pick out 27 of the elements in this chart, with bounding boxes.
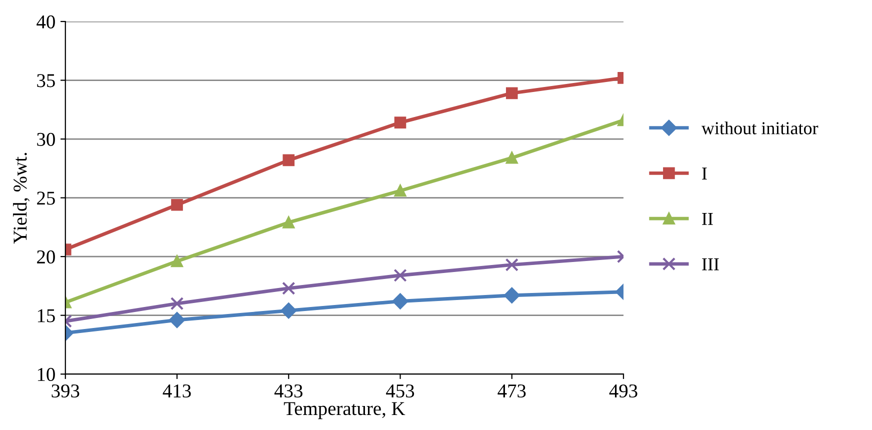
x-tick-label: 493 bbox=[609, 384, 638, 398]
y-tick-label: 25 bbox=[37, 192, 55, 205]
point bbox=[394, 116, 406, 128]
legend-label: III bbox=[702, 258, 719, 270]
x-tick-label: 433 bbox=[274, 384, 302, 398]
x-tick-label: 413 bbox=[162, 384, 191, 398]
x-tick-label: 453 bbox=[386, 384, 414, 398]
point bbox=[394, 268, 407, 282]
y-tick-label: 20 bbox=[37, 250, 55, 264]
y-tick-label: 10 bbox=[38, 368, 55, 382]
point bbox=[282, 216, 295, 228]
y-tick-label: 15 bbox=[38, 309, 55, 322]
x-tick-label: 473 bbox=[498, 384, 526, 398]
x-tick-label: 393 bbox=[52, 384, 80, 398]
y-tick-label: 40 bbox=[36, 15, 55, 28]
x-axis-title: Temperature, K bbox=[284, 402, 406, 420]
legend-label: I bbox=[702, 168, 707, 180]
legend-label: without initiator bbox=[701, 122, 818, 134]
point bbox=[282, 154, 295, 166]
y-axis-title: Yield, %wt. bbox=[13, 152, 30, 244]
point bbox=[280, 302, 297, 319]
point bbox=[282, 282, 296, 295]
legend-label: II bbox=[702, 213, 713, 225]
point bbox=[392, 293, 408, 310]
y-tick-label: 35 bbox=[37, 74, 55, 88]
point bbox=[394, 184, 406, 197]
y-tick-label: 30 bbox=[37, 132, 55, 146]
